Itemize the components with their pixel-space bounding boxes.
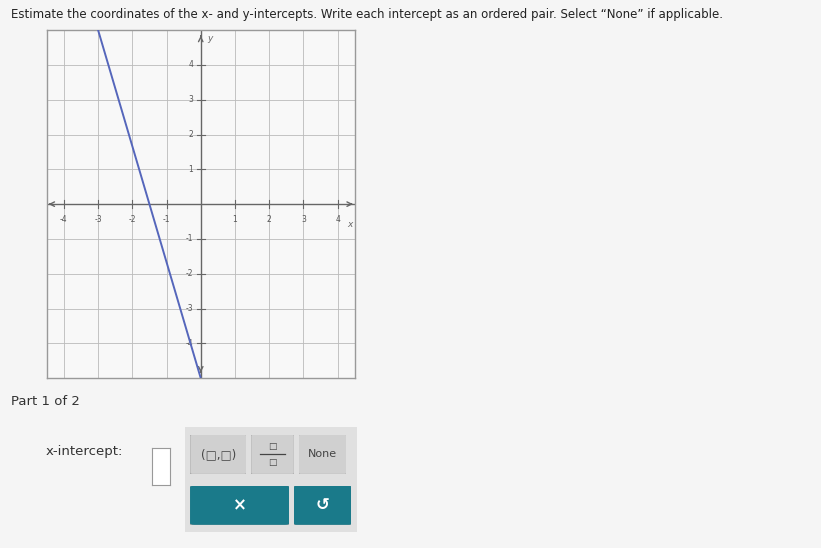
Text: 1: 1 xyxy=(189,165,193,174)
FancyBboxPatch shape xyxy=(190,485,290,526)
Text: -2: -2 xyxy=(186,269,193,278)
Text: x: x xyxy=(346,220,352,229)
Text: -4: -4 xyxy=(60,215,67,224)
FancyBboxPatch shape xyxy=(293,485,352,526)
Text: 1: 1 xyxy=(232,215,237,224)
Text: None: None xyxy=(308,449,337,459)
Text: 3: 3 xyxy=(188,95,193,104)
Text: ↺: ↺ xyxy=(316,496,329,514)
Text: ×: × xyxy=(233,496,246,514)
Text: Part 1 of 2: Part 1 of 2 xyxy=(11,395,80,408)
Text: -3: -3 xyxy=(186,304,193,313)
Text: 2: 2 xyxy=(267,215,272,224)
FancyBboxPatch shape xyxy=(190,434,247,475)
FancyBboxPatch shape xyxy=(250,434,295,475)
Text: -4: -4 xyxy=(186,339,193,348)
Text: □: □ xyxy=(268,458,277,467)
Text: (□,□): (□,□) xyxy=(201,448,236,461)
Text: -1: -1 xyxy=(163,215,170,224)
Text: 2: 2 xyxy=(189,130,193,139)
Text: Estimate the coordinates of the x- and y-intercepts. Write each intercept as an : Estimate the coordinates of the x- and y… xyxy=(11,8,722,21)
Text: 3: 3 xyxy=(301,215,305,224)
Text: x-intercept:: x-intercept: xyxy=(45,445,122,458)
Text: -2: -2 xyxy=(129,215,136,224)
FancyBboxPatch shape xyxy=(180,424,362,535)
FancyBboxPatch shape xyxy=(298,434,347,475)
Text: 4: 4 xyxy=(188,60,193,70)
Text: y: y xyxy=(207,33,213,43)
Text: □: □ xyxy=(268,442,277,451)
Text: -1: -1 xyxy=(186,235,193,243)
Text: -3: -3 xyxy=(94,215,102,224)
Text: 4: 4 xyxy=(335,215,340,224)
